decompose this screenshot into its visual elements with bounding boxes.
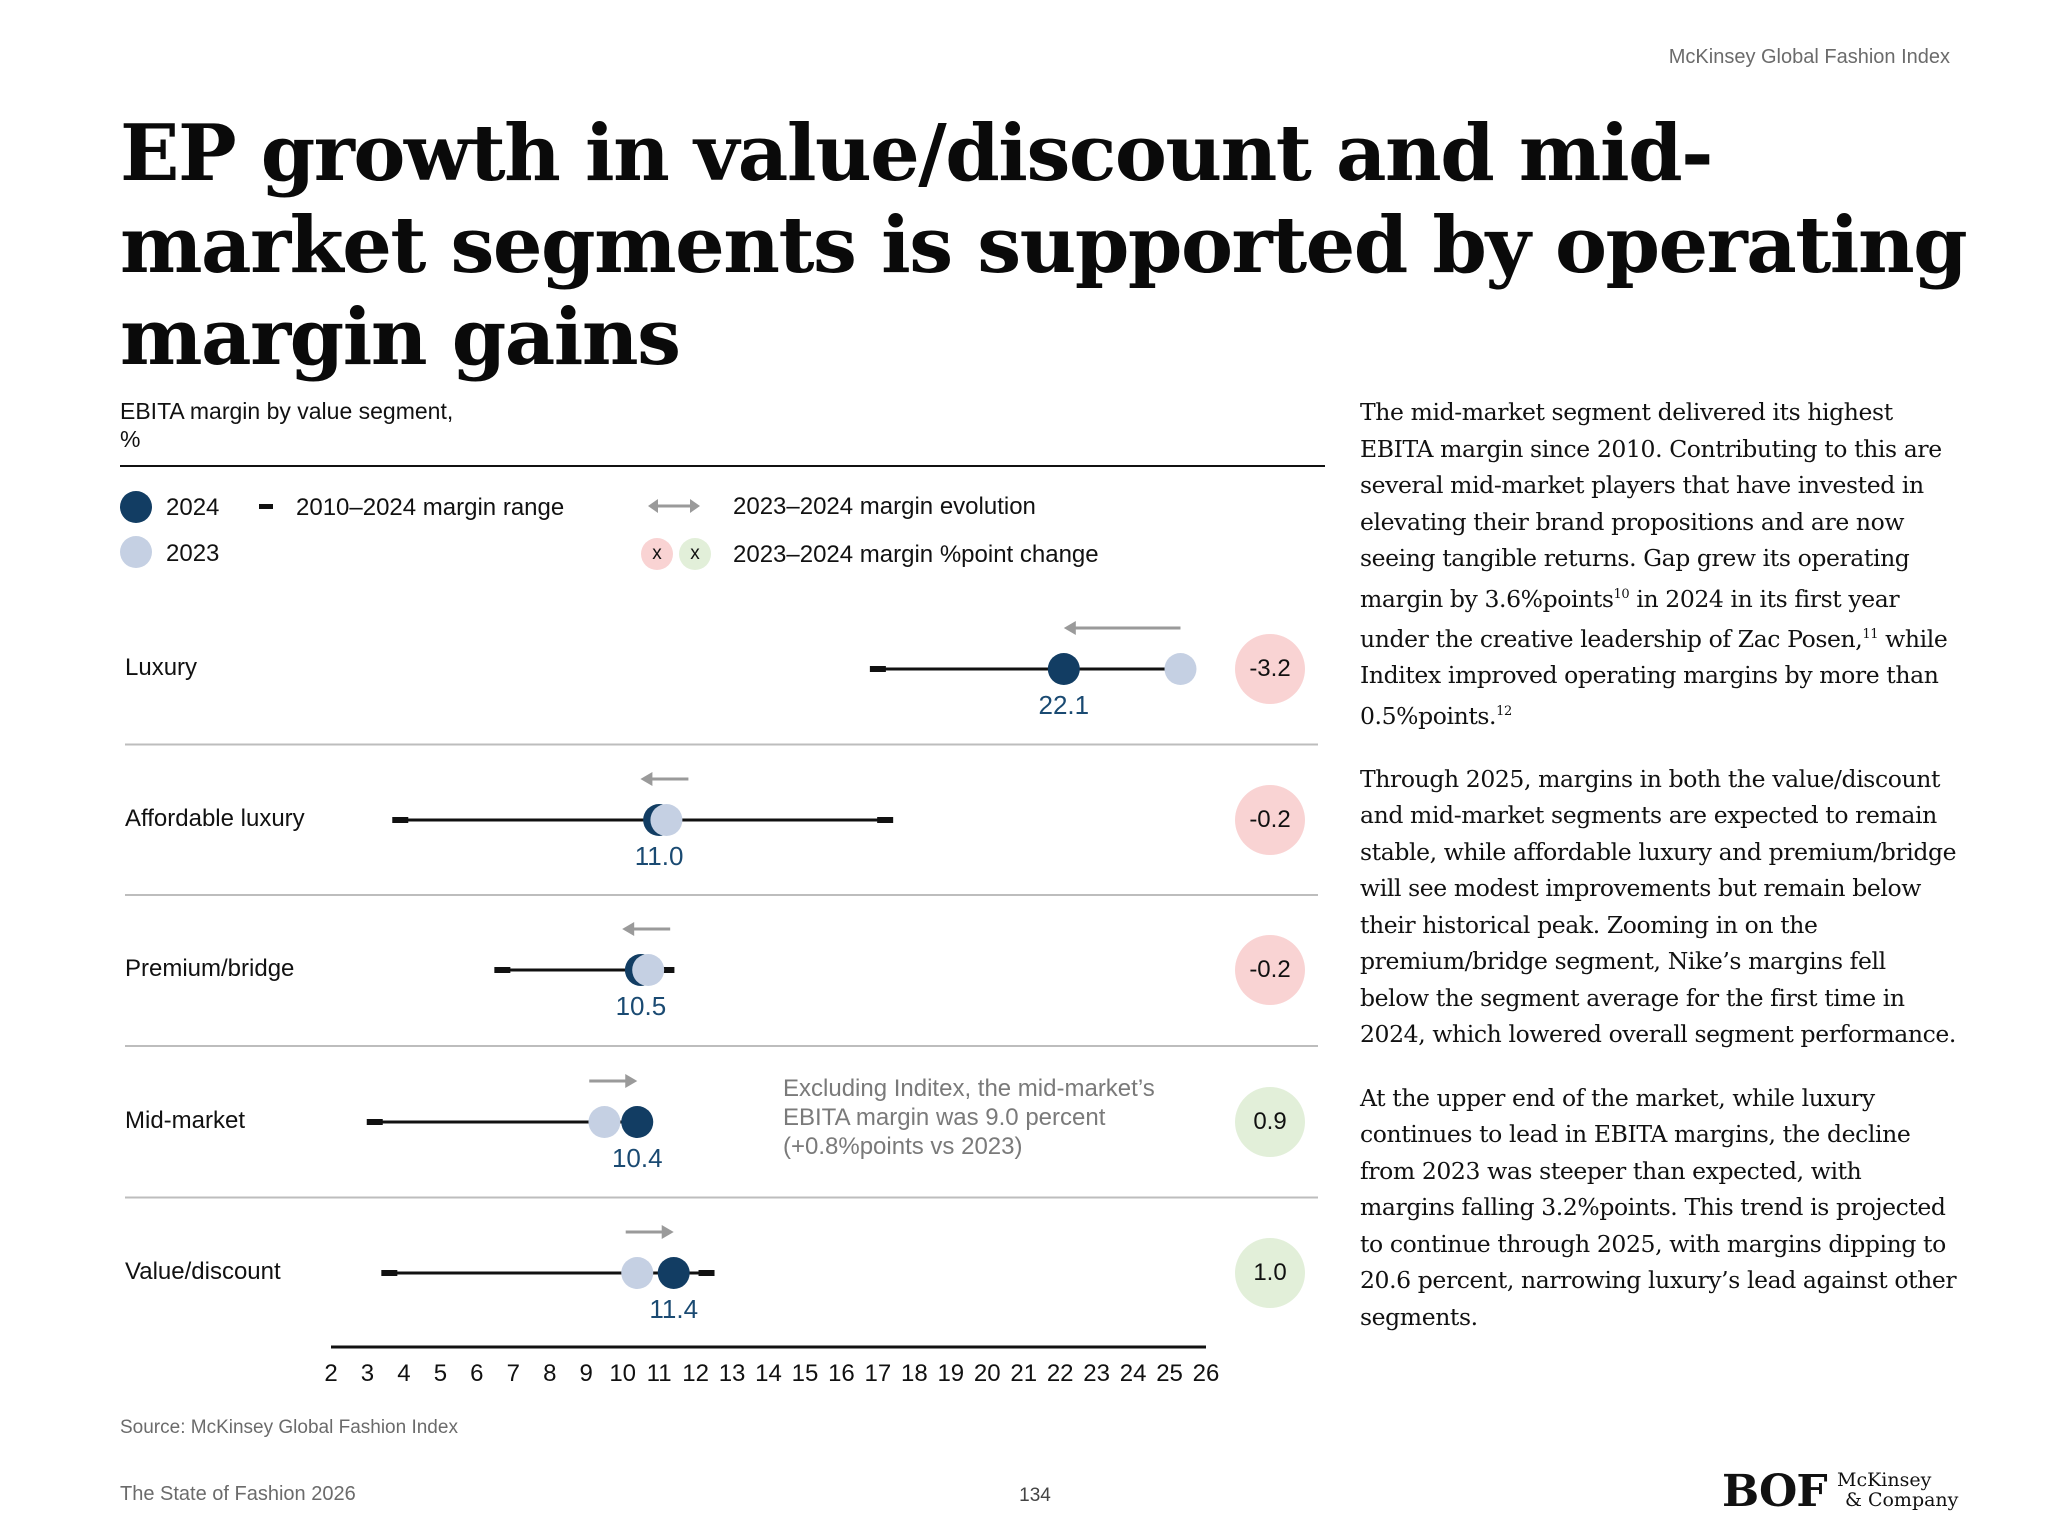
dot-2023-premium-bridge	[632, 954, 665, 986]
row-label-premium-bridge: Premium/bridge	[125, 955, 295, 982]
dot-2024-mid-market	[621, 1106, 654, 1138]
x-tick-label: 2	[324, 1360, 337, 1387]
legend-evolution-label: 2023–2024 margin evolution	[733, 493, 1036, 520]
legend-2023-swatch	[120, 536, 152, 568]
range-min-cap-value-discount	[381, 1270, 398, 1276]
change-badge-mid-market: 0.9	[1235, 1087, 1305, 1157]
x-tick-label: 23	[1083, 1360, 1110, 1387]
x-tick-label: 14	[755, 1360, 782, 1387]
bof-logo: BOF	[1722, 1466, 1828, 1517]
mckinsey-logo-line2: & Company	[1845, 1489, 1959, 1511]
change-badge-premium-bridge: -0.2	[1235, 935, 1305, 1005]
x-tick-label: 18	[901, 1360, 928, 1387]
x-tick-label: 22	[1047, 1360, 1074, 1387]
x-tick-label: 13	[719, 1360, 746, 1387]
row-label-affordable-luxury: Affordable luxury	[125, 805, 305, 832]
x-tick-label: 8	[543, 1360, 556, 1387]
x-tick-label: 7	[507, 1360, 520, 1387]
value-label-affordable-luxury: 11.0	[634, 841, 684, 871]
value-label-value-discount: 11.4	[649, 1294, 699, 1324]
sidebar-p1-a: The mid-market segment delivered its hig…	[1360, 398, 1942, 613]
footnote-10[interactable]: 10	[1613, 586, 1630, 602]
value-label-luxury: 22.1	[1038, 690, 1090, 720]
mckinsey-logo: McKinsey & Company	[1837, 1470, 1958, 1510]
legend-change-label: 2023–2024 margin %point change	[733, 541, 1099, 568]
page-number: 134	[1019, 1485, 1051, 1506]
footnote-11[interactable]: 11	[1862, 626, 1879, 642]
dot-2023-mid-market	[588, 1106, 621, 1138]
change-badge-affordable-luxury: -0.2	[1235, 785, 1305, 855]
row-label-luxury: Luxury	[125, 654, 198, 681]
sidebar-p1-b: in 2024 in its first year under the crea…	[1360, 584, 1900, 653]
source-note: Source: McKinsey Global Fashion Index	[120, 1417, 458, 1438]
x-tick-label: 15	[792, 1360, 819, 1387]
chart-header-rule	[120, 465, 1325, 467]
x-tick-label: 10	[609, 1360, 636, 1387]
evolution-arrowhead-luxury	[1063, 621, 1076, 635]
range-min-cap-luxury	[869, 666, 886, 672]
evolution-arrowhead-affordable-luxury	[640, 772, 653, 786]
x-tick-label: 11	[647, 1360, 672, 1387]
change-badge-luxury: -3.2	[1235, 634, 1305, 704]
mckinsey-logo-line1: McKinsey	[1837, 1469, 1932, 1491]
footnote-12[interactable]: 12	[1496, 703, 1512, 719]
dot-2023-value-discount	[621, 1257, 654, 1289]
value-label-mid-market: 10.4	[611, 1143, 663, 1173]
sidebar-paragraph-3: At the upper end of the market, while lu…	[1360, 1083, 1957, 1331]
range-min-cap-mid-market	[366, 1119, 383, 1125]
sidebar-text: The mid-market segment delivered its hig…	[1360, 394, 1960, 1362]
legend-positive-mark: x	[690, 543, 700, 564]
page-title: EP growth in value/discount and mid-mark…	[120, 108, 1968, 383]
x-tick-label: 12	[682, 1360, 709, 1387]
chart-title: EBITA margin by value segment, %	[120, 397, 453, 453]
row-label-value-discount: Value/discount	[125, 1258, 281, 1285]
legend-negative-mark: x	[652, 543, 662, 564]
publication-name: The State of Fashion 2026	[120, 1483, 356, 1505]
x-tick-label: 4	[397, 1360, 410, 1387]
change-badge-value-discount: 1.0	[1235, 1238, 1305, 1308]
evolution-arrowhead-value-discount	[661, 1225, 674, 1239]
legend-2024-swatch	[120, 491, 152, 523]
x-tick-label: 26	[1193, 1360, 1220, 1387]
range-max-cap-value-discount	[698, 1270, 715, 1276]
x-tick-label: 9	[580, 1360, 593, 1387]
legend-positive-change-swatch: x	[679, 538, 711, 570]
dot-2023-luxury	[1164, 653, 1197, 685]
mid-market-annotation: Excluding Inditex, the mid-market’s EBIT…	[783, 1075, 1155, 1160]
x-tick-label: 5	[434, 1360, 447, 1387]
x-tick-label: 21	[1010, 1360, 1037, 1387]
x-tick-label: 19	[937, 1360, 964, 1387]
sidebar-p1-c: while Inditex improved operating margins…	[1360, 624, 1948, 730]
x-tick-label: 6	[470, 1360, 483, 1387]
legend-2024-label: 2024	[166, 494, 220, 521]
evolution-arrowhead-premium-bridge	[622, 922, 635, 936]
x-tick-label: 24	[1120, 1360, 1147, 1387]
legend-negative-change-swatch: x	[641, 538, 673, 570]
sidebar-paragraph-2: Through 2025, margins in both the value/…	[1360, 764, 1957, 1049]
legend-range-swatch	[259, 504, 273, 509]
x-tick-label: 3	[361, 1360, 374, 1387]
value-label-premium-bridge: 10.5	[615, 991, 667, 1021]
range-max-cap-premium-bridge	[658, 967, 675, 973]
x-tick-label: 17	[865, 1360, 892, 1387]
dot-2024-value-discount	[657, 1257, 690, 1289]
sidebar-paragraph-1: The mid-market segment delivered its hig…	[1360, 394, 1960, 734]
evolution-arrowhead-mid-market	[625, 1074, 638, 1088]
chart-unit: %	[120, 426, 141, 452]
row-label-mid-market: Mid-market	[125, 1107, 246, 1134]
legend-2023-label: 2023	[166, 540, 220, 567]
legend-evolution-arrow-icon	[648, 499, 700, 513]
range-min-cap-affordable-luxury	[392, 817, 409, 823]
legend-range-label: 2010–2024 margin range	[296, 494, 565, 521]
dot-2024-luxury	[1047, 653, 1080, 685]
x-tick-label: 25	[1156, 1360, 1183, 1387]
header-label: McKinsey Global Fashion Index	[1668, 46, 1950, 68]
chart-title-text: EBITA margin by value segment,	[120, 398, 454, 424]
range-max-cap-affordable-luxury	[877, 817, 894, 823]
dot-2023-affordable-luxury	[650, 804, 683, 836]
range-min-cap-premium-bridge	[494, 967, 511, 973]
x-tick-label: 16	[828, 1360, 855, 1387]
x-tick-label: 20	[974, 1360, 1001, 1387]
dot-range-chart: 2 3 4 5 6 7 8 9 10 11 12 13 14 15 16 17 18 19 20 21 22 23 24 25…	[125, 621, 1318, 1387]
